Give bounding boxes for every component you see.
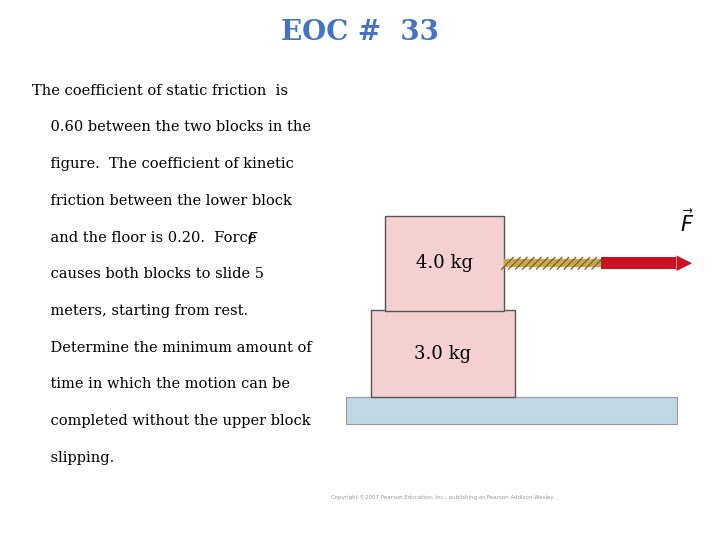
Text: 0.60 between the two blocks in the: 0.60 between the two blocks in the [32,120,311,134]
Text: figure.  The coefficient of kinetic: figure. The coefficient of kinetic [32,157,294,171]
Text: $\vec{F}$: $\vec{F}$ [680,210,695,236]
Text: friction between the lower block: friction between the lower block [32,194,292,208]
Text: and the floor is 0.20.  Force: and the floor is 0.20. Force [32,231,261,245]
Bar [385,216,504,310]
Bar [371,310,515,397]
Bar [601,258,676,269]
Text: 4.0 kg: 4.0 kg [416,254,473,272]
Text: The coefficient of static friction  is: The coefficient of static friction is [32,84,289,98]
Text: meters, starting from rest.: meters, starting from rest. [32,304,248,318]
Text: 3.0 kg: 3.0 kg [414,345,472,363]
Text: EOC #  33: EOC # 33 [281,19,439,46]
Text: time in which the motion can be: time in which the motion can be [32,377,290,392]
Text: $\mathbf{\mathit{F}}$: $\mathbf{\mathit{F}}$ [247,231,258,247]
Text: causes both blocks to slide 5: causes both blocks to slide 5 [32,267,264,281]
Text: Copyright ©2007 Pearson Education, Inc., publishing as Pearson Addison-Wesley: Copyright ©2007 Pearson Education, Inc.,… [331,494,554,500]
Text: slipping.: slipping. [32,451,114,465]
Bar [346,397,677,424]
Text: Determine the minimum amount of: Determine the minimum amount of [32,341,312,355]
Text: completed without the upper block: completed without the upper block [32,414,311,428]
